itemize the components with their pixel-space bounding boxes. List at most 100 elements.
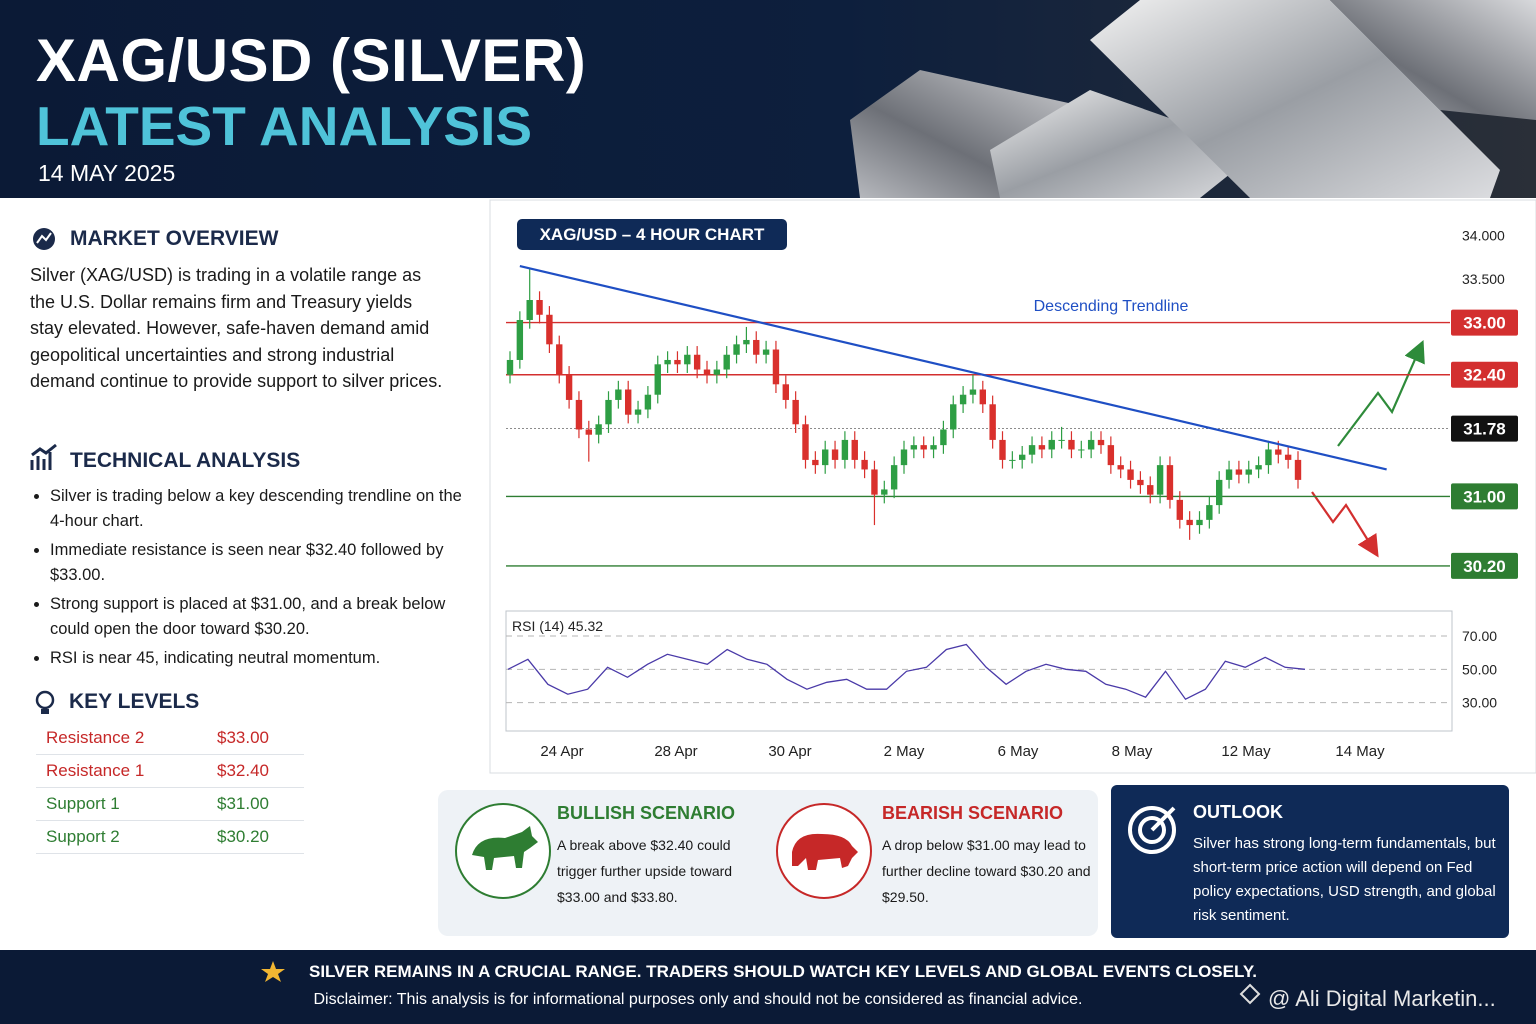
candle-body	[1078, 449, 1085, 451]
candle-body	[1038, 445, 1046, 450]
candle-body	[930, 445, 937, 450]
level-label-box	[1451, 361, 1518, 388]
x-tick-label: 28 Apr	[654, 743, 697, 760]
candle-body	[1294, 459, 1302, 480]
candle-body	[1255, 465, 1262, 470]
candle-body	[782, 384, 789, 400]
x-tick-label: 8 May	[1112, 743, 1153, 760]
scenario-title: BEARISH SCENARIO	[882, 803, 1064, 823]
level-label: 30.20	[1463, 557, 1506, 576]
candle-body	[920, 445, 927, 450]
candle-body	[900, 449, 908, 466]
level-label-box	[1451, 552, 1518, 579]
candle-body	[1087, 439, 1095, 450]
candle-body	[1196, 519, 1203, 526]
level-label: 32.40	[1463, 366, 1506, 385]
key-level-value: $33.00	[217, 728, 269, 747]
candle-body	[536, 300, 543, 315]
candle-body	[753, 339, 760, 355]
candle-body	[802, 424, 809, 460]
candle-body	[693, 354, 701, 370]
candle-body	[1107, 445, 1115, 466]
candle-body	[890, 465, 898, 490]
y-tick-label: 30.00	[1462, 695, 1497, 711]
key-level-row: Support 1 $31.00	[36, 788, 304, 821]
bullet: RSI is near 45, indicating neutral momen…	[50, 646, 480, 671]
target-icon	[1138, 816, 1166, 844]
candle-body	[733, 344, 740, 355]
candle-body	[1265, 449, 1272, 466]
x-tick-label: 14 May	[1335, 743, 1385, 760]
candle-body	[871, 469, 878, 495]
candle-body	[762, 349, 770, 355]
level-label-box	[1451, 415, 1518, 442]
candle-body	[1009, 459, 1016, 461]
subtitle: LATEST ANALYSIS	[36, 95, 533, 157]
candle-body	[556, 344, 563, 375]
bullet: Strong support is placed at $31.00, and …	[50, 592, 480, 642]
bullet: Immediate resistance is seen near $32.40…	[50, 538, 480, 588]
rsi-line	[507, 643, 1306, 701]
candle-body	[713, 369, 721, 375]
candle-body	[506, 359, 514, 375]
x-tick-label: 6 May	[998, 743, 1039, 760]
rsi-panel	[505, 610, 1453, 732]
outlook-panel	[1111, 785, 1509, 938]
bearish-arrow	[1311, 491, 1379, 558]
trendline-label: Descending Trendline	[1034, 298, 1189, 315]
footer-bg	[0, 950, 1536, 1024]
candle-body	[1245, 469, 1252, 475]
candle-body	[1186, 519, 1193, 526]
candle-body	[1127, 469, 1134, 480]
level-label-box	[1451, 483, 1518, 510]
candle-body	[526, 300, 533, 320]
x-tick-label: 2 May	[884, 743, 925, 760]
candle-body	[1019, 454, 1026, 460]
silver-bar	[1090, 0, 1500, 198]
overview-text: Silver (XAG/USD) is trading in a volatil…	[30, 265, 443, 392]
key-level-value: $32.40	[217, 761, 269, 780]
footer-headline: SILVER REMAINS IN A CRUCIAL RANGE. TRADE…	[309, 962, 1257, 981]
y-tick-label: 70.00	[1462, 628, 1497, 644]
candle-body	[595, 424, 602, 435]
rsi-title: RSI (14) 45.32	[512, 618, 603, 634]
key-level-row: Resistance 2 $33.00	[36, 722, 304, 755]
title: XAG/USD (SILVER)	[36, 27, 587, 94]
trendline	[519, 265, 1387, 471]
silver-bar	[990, 90, 1260, 198]
scenario-text: A break above $32.40 could trigger furth…	[557, 837, 733, 905]
candle-body	[654, 364, 661, 395]
silver-bar	[1330, 0, 1536, 120]
candle-body	[1156, 465, 1164, 495]
y-tick-label: 50.00	[1462, 661, 1497, 677]
candle-body	[585, 429, 592, 435]
x-tick-label: 12 May	[1221, 743, 1271, 760]
y-tick-label: 33.500	[1462, 271, 1505, 287]
candle-body	[969, 389, 977, 395]
candle-body	[565, 374, 573, 400]
candle-body	[999, 439, 1006, 460]
level-label-box	[1451, 309, 1518, 336]
key-level-label: Support 1	[46, 794, 120, 813]
outlook-title: OUTLOOK	[1193, 802, 1283, 822]
candle-body	[743, 339, 750, 345]
outlook-text: Silver has strong long-term fundamentals…	[1193, 835, 1496, 924]
candle-body	[1058, 439, 1065, 441]
candle-body	[605, 399, 612, 425]
candle-body	[851, 439, 858, 460]
candle-body	[516, 319, 524, 360]
candle-body	[1147, 485, 1154, 495]
section-heading: MARKET OVERVIEW	[70, 227, 279, 250]
bulb-icon	[35, 690, 55, 710]
candle-body	[1117, 465, 1124, 470]
candle-body	[1048, 439, 1055, 450]
candle-body	[1284, 454, 1292, 460]
overview-icon	[36, 232, 52, 244]
candle-body	[703, 369, 711, 375]
watermark: @ Ali Digital Marketin...	[1268, 986, 1496, 1011]
candle-body	[1235, 469, 1243, 475]
date: 14 MAY 2025	[38, 160, 176, 186]
candle-body	[910, 445, 918, 450]
